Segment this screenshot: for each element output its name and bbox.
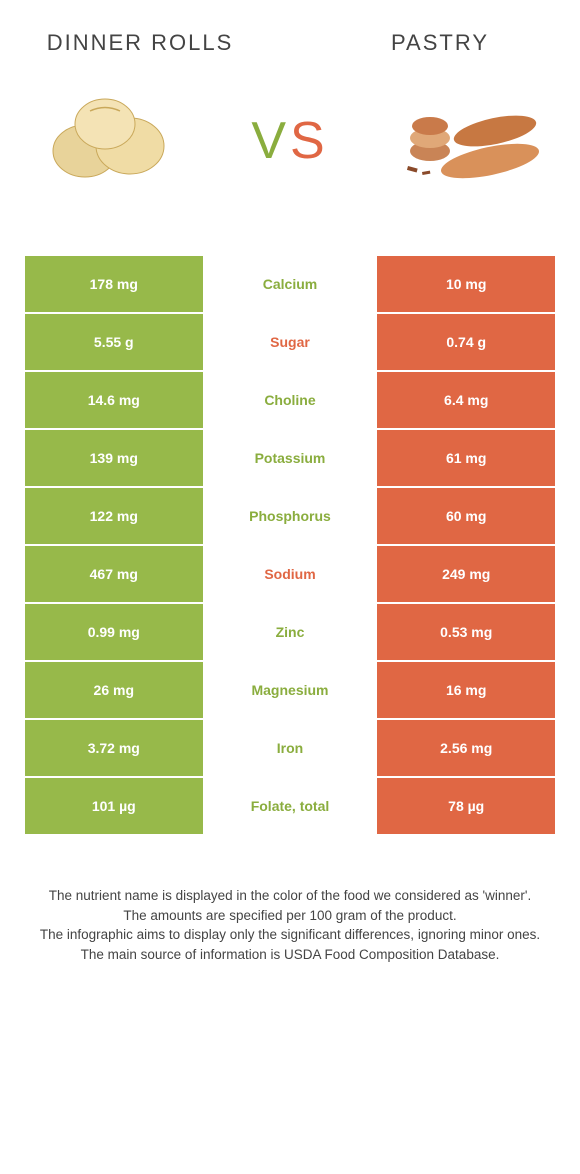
vs-s: S [290,112,329,170]
nutrient-label: Zinc [203,604,378,660]
value-left: 3.72 mg [25,720,203,776]
footer-line-3: The infographic aims to display only the… [30,925,550,945]
images-row: VS [0,56,580,226]
nutrient-label: Choline [203,372,378,428]
value-right: 249 mg [377,546,555,602]
value-right: 2.56 mg [377,720,555,776]
value-left: 14.6 mg [25,372,203,428]
value-right: 60 mg [377,488,555,544]
value-left: 139 mg [25,430,203,486]
table-row: 14.6 mgCholine6.4 mg [25,372,555,428]
food-title-left: Dinner rolls [40,30,240,56]
vs-v: V [251,112,290,170]
comparison-table: 178 mgCalcium10 mg5.55 gSugar0.74 g14.6 … [0,226,580,846]
header: Dinner rolls Pastry [0,0,580,56]
value-left: 26 mg [25,662,203,718]
table-row: 26 mgMagnesium16 mg [25,662,555,718]
footer-line-4: The main source of information is USDA F… [30,945,550,965]
value-left: 122 mg [25,488,203,544]
food-title-right: Pastry [340,30,540,56]
table-row: 467 mgSodium249 mg [25,546,555,602]
value-right: 0.53 mg [377,604,555,660]
table-row: 0.99 mgZinc0.53 mg [25,604,555,660]
table-row: 101 µgFolate, total78 µg [25,778,555,834]
food-image-right [380,76,550,196]
footer-notes: The nutrient name is displayed in the co… [0,846,580,984]
value-left: 101 µg [25,778,203,834]
value-right: 61 mg [377,430,555,486]
nutrient-label: Phosphorus [203,488,378,544]
nutrient-label: Potassium [203,430,378,486]
value-left: 467 mg [25,546,203,602]
footer-line-2: The amounts are specified per 100 gram o… [30,906,550,926]
table-row: 178 mgCalcium10 mg [25,256,555,312]
table-row: 139 mgPotassium61 mg [25,430,555,486]
nutrient-label: Magnesium [203,662,378,718]
footer-line-1: The nutrient name is displayed in the co… [30,886,550,906]
value-left: 5.55 g [25,314,203,370]
value-left: 0.99 mg [25,604,203,660]
value-left: 178 mg [25,256,203,312]
nutrient-label: Folate, total [203,778,378,834]
nutrient-label: Sugar [203,314,378,370]
value-right: 78 µg [377,778,555,834]
nutrient-label: Sodium [203,546,378,602]
table-row: 3.72 mgIron2.56 mg [25,720,555,776]
vs-label: VS [251,111,328,171]
nutrient-label: Calcium [203,256,378,312]
value-right: 16 mg [377,662,555,718]
table-row: 5.55 gSugar0.74 g [25,314,555,370]
nutrient-label: Iron [203,720,378,776]
value-right: 10 mg [377,256,555,312]
value-right: 0.74 g [377,314,555,370]
food-image-left [30,76,200,196]
table-row: 122 mgPhosphorus60 mg [25,488,555,544]
value-right: 6.4 mg [377,372,555,428]
